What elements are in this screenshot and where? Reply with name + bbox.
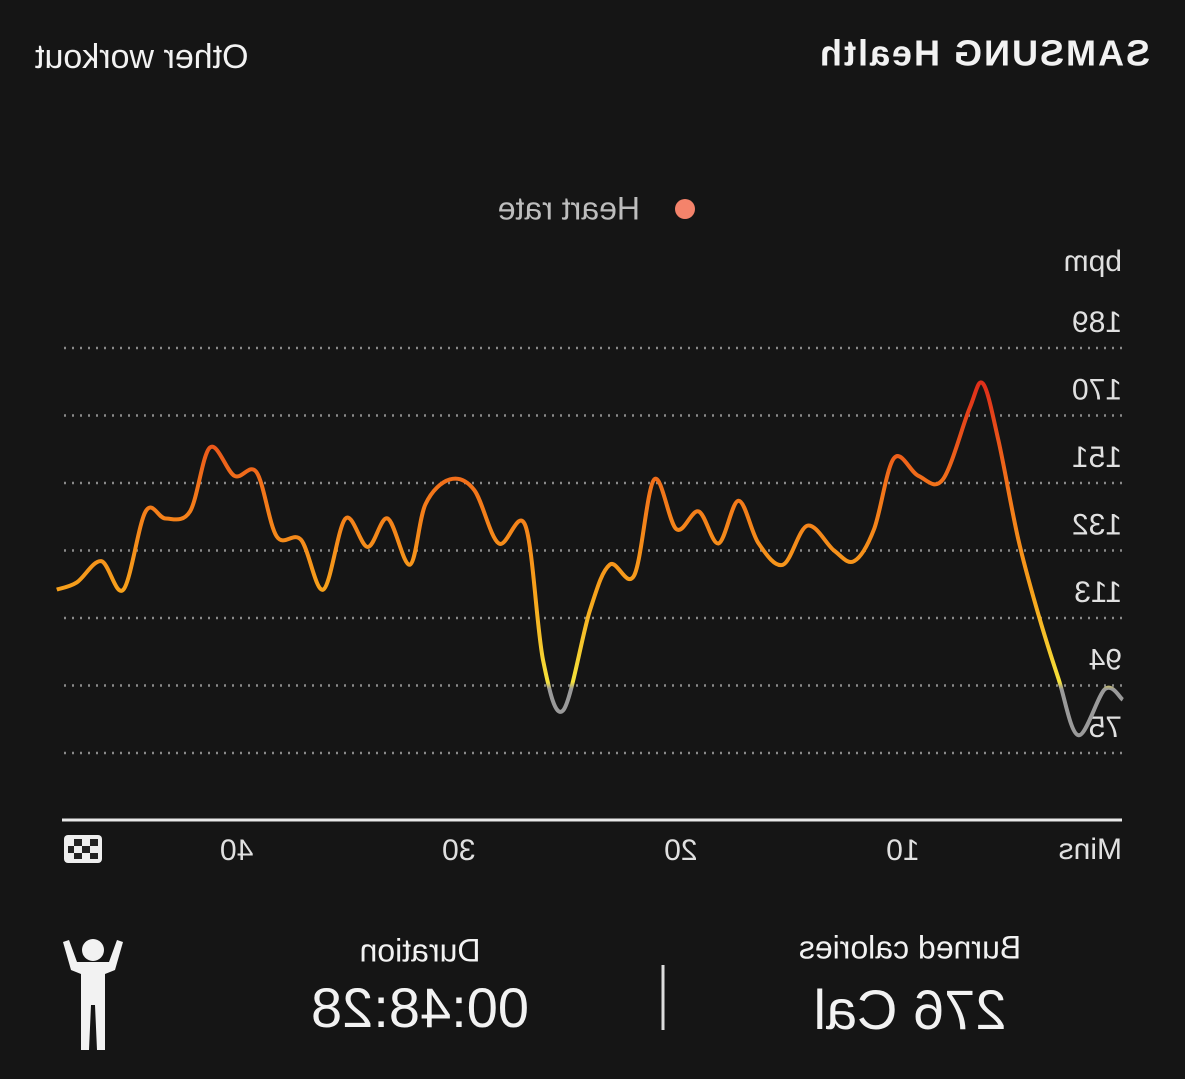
calories-label: Burned calories [799,929,1021,965]
y-tick-label: 113 [1074,576,1122,609]
brand: SAMSUNG Health [818,33,1150,74]
finish-flag [64,835,102,863]
y-tick-label: 170 [1072,373,1122,406]
x-tick-label: 20 [664,834,697,867]
mirrored-view: SAMSUNG Health Other workout Heart rate … [34,33,1150,1050]
legend-label: Heart rate [498,190,640,226]
y-tick-label: 151 [1072,441,1122,474]
x-unit: Mins [1059,833,1122,866]
x-tick-label: 30 [442,834,475,867]
y-unit: bpm [1064,245,1122,278]
x-tick-label: 10 [886,834,919,867]
y-tick-label: 132 [1072,508,1122,541]
workout-icon [63,939,123,1050]
heart-rate-line [56,380,1125,738]
y-tick-label: 189 [1072,306,1122,339]
workout-type: Other workout [34,38,248,76]
duration-label: Duration [360,932,481,968]
duration-value: 00:48:28 [311,976,529,1039]
y-tick-label: 94 [1089,643,1122,676]
x-tick-label: 40 [220,834,253,867]
y-tick-label: 75 [1089,711,1122,744]
calories-value: 276 Cal [813,978,1006,1041]
legend-dot [675,199,695,219]
